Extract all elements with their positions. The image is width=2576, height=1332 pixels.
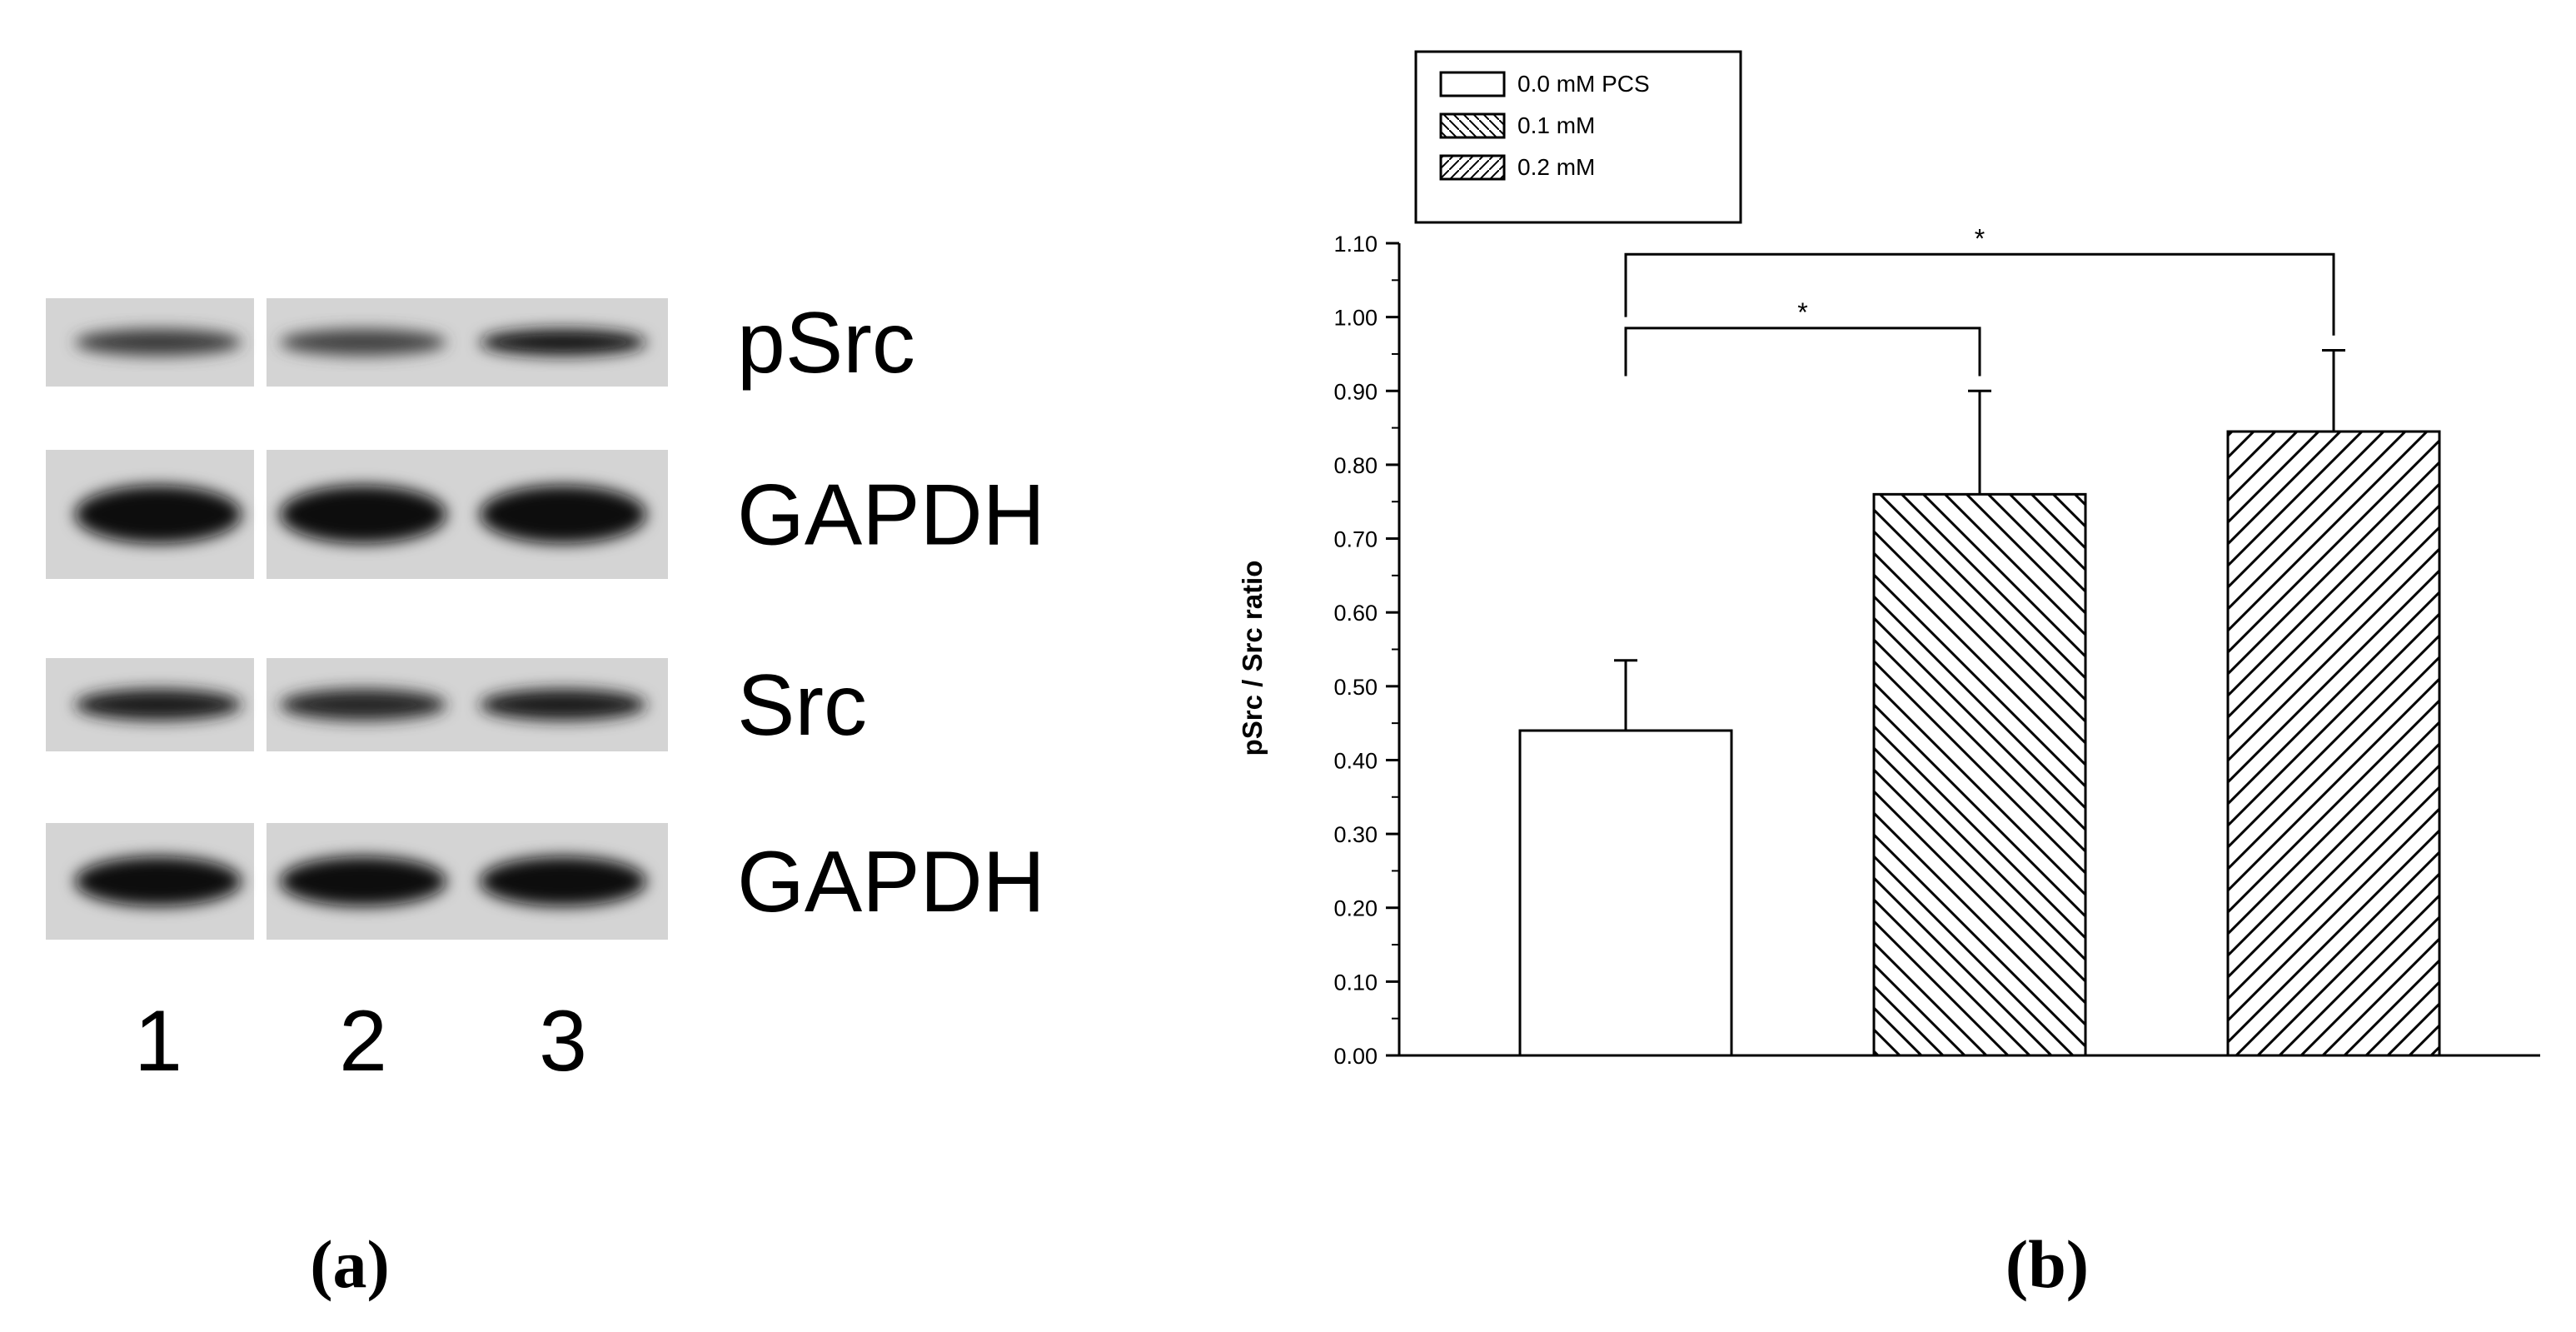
legend-entry: 0.2 mM	[1517, 154, 1595, 180]
y-tick-label: 0.60	[1333, 601, 1378, 626]
bars	[1518, 430, 2441, 1057]
blot-lane-labels: 1 2 3	[134, 993, 587, 1090]
panel-label-a: (a)	[310, 1226, 390, 1302]
lane-label: 2	[339, 993, 387, 1090]
blot-band	[480, 856, 646, 906]
blot-band	[280, 329, 446, 356]
y-tick-label: 1.10	[1333, 232, 1378, 257]
blot-band-label: pSrc	[737, 295, 915, 392]
significance-bracket	[1624, 252, 2335, 336]
y-tick-label: 0.80	[1333, 453, 1378, 478]
blot-band-labels: pSrc GAPDH Src GAPDH	[737, 295, 1045, 930]
legend-swatch	[1439, 112, 1506, 139]
legend-swatch	[1439, 154, 1506, 181]
western-blot	[46, 298, 668, 940]
y-tick-label: 1.00	[1333, 306, 1378, 331]
blot-band	[75, 689, 242, 721]
blot-band	[480, 329, 646, 356]
panel-label-b: (b)	[2005, 1226, 2089, 1302]
bar	[1872, 492, 2087, 1057]
blot-band	[75, 485, 242, 544]
y-tick-label: 0.20	[1333, 896, 1378, 921]
significance-label: *	[1797, 297, 1807, 327]
error-bars	[1614, 349, 2345, 731]
y-tick-label: 0.90	[1333, 379, 1378, 404]
lane-label: 1	[134, 993, 182, 1090]
legend-swatch	[1439, 71, 1506, 97]
y-tick-label: 0.50	[1333, 675, 1378, 700]
legend-entry: 0.0 mM PCS	[1517, 71, 1650, 97]
blot-band-label: GAPDH	[737, 467, 1045, 564]
y-tick-label: 0.10	[1333, 970, 1378, 995]
lane-label: 3	[539, 993, 587, 1090]
blot-band-label: Src	[737, 657, 867, 754]
bar	[1518, 729, 1733, 1057]
legend: 0.0 mM PCS 0.1 mM 0.2 mM	[1414, 50, 1742, 224]
bar	[2226, 430, 2441, 1057]
blot-band	[75, 329, 242, 356]
blot-band	[75, 856, 242, 906]
y-axis-label: pSrc / Src ratio	[1237, 561, 1268, 756]
significance-bracket	[1624, 327, 1981, 377]
blot-band	[480, 485, 646, 544]
y-tick-label: 0.00	[1333, 1044, 1378, 1069]
blot-band	[280, 856, 446, 906]
blot-band	[480, 689, 646, 721]
bar-chart: 0.00 0.10 0.20 0.30 0.40 0.50 0.60 0.70 0.80 0.90…	[1237, 50, 2540, 1069]
y-tick-label: 0.40	[1333, 748, 1378, 773]
significance-label: *	[1975, 223, 1985, 253]
blot-band-label: GAPDH	[737, 834, 1045, 930]
significance-brackets: **	[1624, 223, 2335, 377]
blot-band	[280, 485, 446, 544]
y-tick-label: 0.70	[1333, 527, 1378, 552]
blot-band	[280, 689, 446, 721]
legend-entry: 0.1 mM	[1517, 112, 1595, 138]
y-tick-label: 0.30	[1333, 822, 1378, 847]
